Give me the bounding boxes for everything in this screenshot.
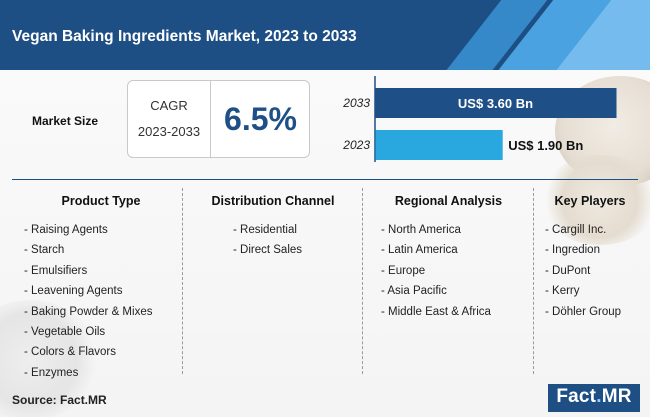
segment-key-players: Key Players - Cargill Inc. - Ingredion - D… [535, 186, 645, 378]
segment-title: Key Players [554, 194, 626, 208]
list-item: - Residential [233, 224, 297, 236]
cagr-period: 2023-2033 [137, 124, 201, 139]
list-item: - Raising Agents [24, 224, 108, 236]
year-label-2023: 2023 [342, 138, 370, 152]
list-item: - Emulsifiers [24, 264, 88, 277]
column-separator [362, 188, 363, 374]
year-label-2033: 2033 [342, 96, 370, 110]
value-label-2033: US$ 3.60 Bn [458, 96, 533, 111]
bar-2023 [375, 130, 503, 160]
bar-2033 [375, 88, 617, 118]
section-divider [12, 179, 638, 180]
market-size-bar-chart: 2033 US$ 3.60 Bn 2023 US$ 1.90 Bn [342, 76, 617, 162]
list-item: - Latin America [381, 244, 458, 257]
list-item: - Vegetable Oils [24, 325, 106, 338]
value-label-2023: US$ 1.90 Bn [508, 138, 583, 153]
list-item: - Cargill Inc. [545, 224, 607, 236]
logo-dot: . [596, 386, 602, 407]
logo-text: Fact.MR [548, 386, 640, 408]
segment-title: Regional Analysis [394, 194, 503, 208]
cagr-box: CAGR 2023-2033 6.5% [127, 80, 310, 158]
segment-list: - Residential - Direct Sales [185, 220, 361, 261]
factmr-logo: Fact.MR [548, 384, 640, 412]
column-separator [182, 188, 183, 374]
segment-list: - North America - Latin America - Europe - … [365, 220, 532, 322]
page-title: Vegan Baking Ingredients Market, 2023 to… [12, 28, 357, 45]
cagr-divider [210, 81, 211, 157]
list-item: - Enzymes [24, 366, 79, 379]
list-item: - Middle East & Africa [381, 305, 491, 318]
list-item: - Starch [24, 244, 65, 257]
segment-regional-analysis: Regional Analysis - North America - Latin… [365, 186, 532, 378]
list-item: - Leavening Agents [24, 285, 123, 298]
list-item: - North America [381, 224, 461, 236]
header-banner: Vegan Baking Ingredients Market, 2023 to… [0, 0, 650, 70]
source-note: Source: Fact.MR [12, 393, 107, 407]
segment-list: - Raising Agents - Starch - Emulsifiers - L… [20, 220, 182, 383]
list-item: - Kerry [545, 285, 580, 298]
list-item: - Ingredion [545, 244, 600, 257]
segment-distribution-channel: Distribution Channel - Residential - Dire… [185, 186, 361, 378]
segment-list: - Cargill Inc. - Ingredion - DuPont - Kerry… [535, 220, 645, 322]
segment-title: Product Type [61, 194, 141, 208]
market-size-label: Market Size [32, 114, 99, 128]
list-item: - Europe [381, 264, 426, 277]
logo-main: Fact [556, 386, 597, 407]
list-item: - Döhler Group [545, 305, 622, 318]
list-item: - Baking Powder & Mixes [24, 305, 153, 318]
background-bowl-image [540, 155, 650, 245]
segment-product-type: Product Type - Raising Agents - Starch - E… [20, 186, 182, 379]
cagr-value: 6.5% [224, 101, 297, 137]
segment-title: Distribution Channel [211, 194, 335, 208]
list-item: - Direct Sales [233, 244, 303, 257]
list-item: - DuPont [545, 264, 591, 277]
logo-end: MR [601, 386, 632, 407]
column-separator [533, 188, 534, 374]
list-item: - Colors & Flavors [24, 346, 117, 359]
list-item: - Asia Pacific [381, 285, 447, 298]
cagr-label: CAGR [150, 98, 188, 113]
